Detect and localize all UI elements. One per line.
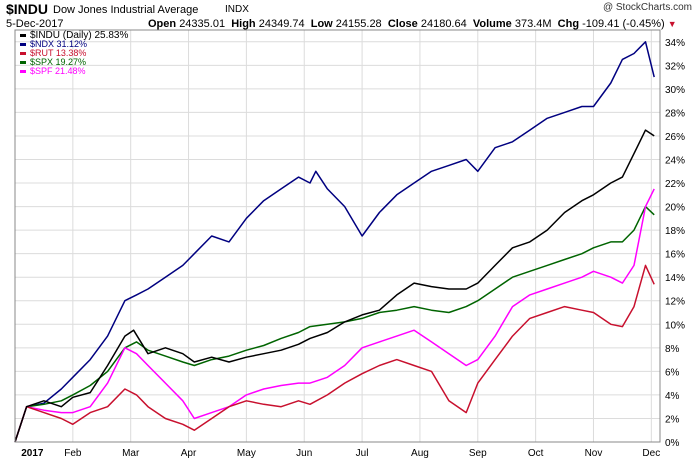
legend-entry: $NDX 31.12% (30, 39, 87, 49)
brand-watermark: @ StockCharts.com (602, 2, 692, 13)
y-tick-label: 0% (665, 438, 680, 449)
y-axis-ticks: 0% 2% 4% 6% 8% 10% 12% 14% 16% 18% 20% 22% 24% 26% 28%… (665, 38, 685, 449)
series-line-spx (14, 205, 655, 443)
y-tick-label: 18% (665, 226, 685, 237)
series-line-rut (14, 264, 655, 443)
y-tick-label: 26% (665, 132, 685, 143)
y-tick-label: 8% (665, 344, 680, 355)
chart-date: 5-Dec-2017 (6, 18, 64, 30)
x-tick-label: Dec (642, 448, 660, 459)
y-tick-label: 12% (665, 297, 685, 308)
y-tick-label: 20% (665, 203, 685, 214)
legend-swatch (20, 70, 26, 73)
series-line-ndx (14, 41, 655, 443)
y-tick-label: 6% (665, 367, 680, 378)
high-label: High (231, 18, 256, 30)
legend-swatch (20, 43, 26, 46)
y-tick-label: 16% (665, 250, 685, 261)
legend-swatch (20, 61, 26, 64)
quote-summary: Open 24335.01 High 24349.74 Low 24155.28… (148, 18, 677, 30)
high-value: 24349.74 (258, 18, 305, 30)
y-tick-label: 10% (665, 320, 685, 331)
x-tick-label: Feb (64, 448, 82, 459)
series-line-indu (14, 129, 655, 443)
chart-legend: $INDU (Daily) 25.83%$NDX 31.12%$RUT 13.3… (20, 30, 128, 76)
volume-value: 373.4M (514, 18, 552, 30)
x-tick-label: 2017 (21, 448, 44, 459)
chart-index-name: Dow Jones Industrial Average (53, 4, 199, 16)
volume-label: Volume (472, 18, 512, 30)
series-line-spf (14, 188, 655, 443)
x-tick-label: Mar (122, 448, 140, 459)
legend-swatch (20, 52, 26, 55)
y-tick-label: 14% (665, 273, 685, 284)
legend-entry: $SPF 21.48% (30, 66, 86, 76)
x-tick-label: Jul (356, 448, 369, 459)
chart-symbol: $INDU (6, 1, 49, 17)
legend-swatch (20, 34, 26, 37)
x-tick-label: Oct (528, 448, 544, 459)
chart-exchange: INDX (225, 4, 249, 15)
y-tick-label: 4% (665, 391, 680, 402)
y-tick-label: 22% (665, 179, 685, 190)
legend-entry: $RUT 13.38% (30, 48, 86, 58)
y-tick-label: 32% (665, 61, 685, 72)
low-label: Low (310, 18, 333, 30)
chart-gridlines (15, 30, 660, 443)
y-tick-label: 30% (665, 85, 685, 96)
y-tick-label: 24% (665, 155, 685, 166)
legend-entry: $SPX 19.27% (30, 57, 86, 67)
x-tick-label: Apr (181, 448, 197, 459)
open-value: 24335.01 (179, 18, 226, 30)
legend-entry: $INDU (Daily) 25.83% (30, 30, 128, 41)
x-axis-ticks: 2017 Feb Mar Apr May Jun Jul Aug Sep Oct Nov Dec (21, 448, 660, 459)
chg-label: Chg (557, 18, 580, 30)
x-tick-label: May (237, 448, 256, 459)
down-triangle-icon: ▼ (667, 19, 677, 29)
chg-value: -109.41 (-0.45%) (582, 18, 665, 30)
close-value: 24180.64 (420, 18, 467, 30)
y-tick-label: 28% (665, 108, 685, 119)
x-tick-label: Sep (469, 448, 487, 459)
x-tick-label: Jun (296, 448, 312, 459)
chart-series (14, 41, 655, 443)
x-tick-label: Aug (411, 448, 429, 459)
x-tick-label: Nov (585, 448, 603, 459)
low-value: 24155.28 (335, 18, 382, 30)
y-tick-label: 2% (665, 414, 680, 425)
y-tick-label: 34% (665, 38, 685, 49)
plot-frame (14, 29, 661, 443)
close-label: Close (387, 18, 418, 30)
open-label: Open (148, 18, 177, 30)
